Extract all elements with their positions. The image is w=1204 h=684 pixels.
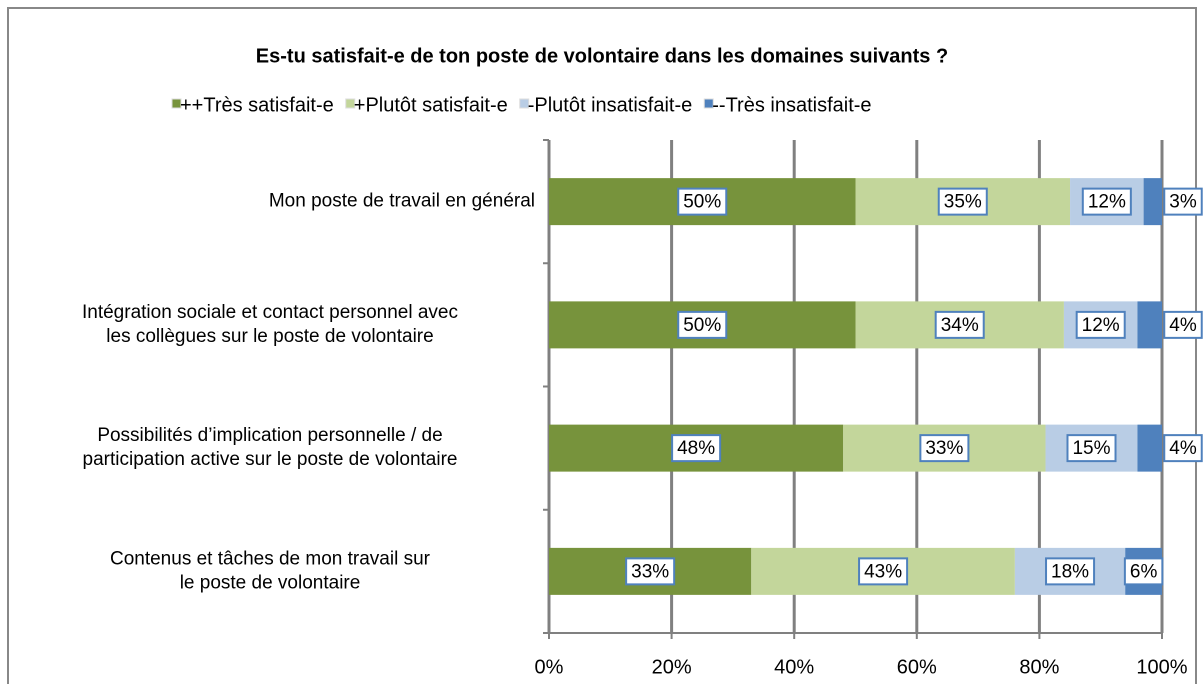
data-label-text: 4% <box>1169 315 1197 336</box>
legend-swatch <box>171 98 182 109</box>
data-label: 15% <box>1066 434 1117 463</box>
legend-swatch <box>703 98 714 109</box>
y-tick-label: Possibilités d’implication personnelle /… <box>83 425 458 470</box>
legend-label: +Plutôt satisfait-e <box>354 94 508 116</box>
legend-label: ++Très satisfait-e <box>180 94 334 116</box>
data-label-text: 50% <box>683 192 721 213</box>
data-label-text: 35% <box>944 192 982 213</box>
data-label-box <box>1163 310 1203 339</box>
x-tick-label: 0% <box>535 656 564 678</box>
legend-label: -Plutôt insatisfait-e <box>528 94 693 116</box>
bar-segment <box>1143 178 1162 226</box>
data-label-text: 18% <box>1051 561 1089 582</box>
data-label: 43% <box>858 557 909 586</box>
data-label-box <box>671 434 722 463</box>
data-label: 18% <box>1045 557 1096 586</box>
chart-title: Es-tu satisfait-e de ton poste de volont… <box>256 45 948 67</box>
data-label: 33% <box>625 557 676 586</box>
data-label-box <box>677 187 728 216</box>
data-label-box <box>677 310 728 339</box>
data-label-text: 6% <box>1130 561 1158 582</box>
data-label-text: 48% <box>677 438 715 459</box>
data-label: 3% <box>1163 187 1203 216</box>
data-label-text: 3% <box>1169 192 1197 213</box>
data-label-text: 33% <box>925 438 963 459</box>
bar-segment <box>1137 301 1162 349</box>
data-label: 34% <box>934 310 985 339</box>
data-label-box <box>1081 187 1132 216</box>
data-label-box <box>919 434 970 463</box>
data-label-text: 12% <box>1082 315 1120 336</box>
data-label-box <box>858 557 909 586</box>
data-label: 4% <box>1163 310 1203 339</box>
data-label: 4% <box>1163 434 1203 463</box>
data-label: 12% <box>1075 310 1126 339</box>
x-tick-label: 20% <box>652 656 692 678</box>
x-tick-label: 80% <box>1019 656 1059 678</box>
data-label-box <box>1045 557 1096 586</box>
data-label-box <box>625 557 676 586</box>
y-tick-label: Intégration sociale et contact personnel… <box>82 302 458 347</box>
x-tick-label: 100% <box>1136 656 1187 678</box>
x-tick-label: 40% <box>774 656 814 678</box>
legend-swatch <box>345 98 356 109</box>
x-tick-label: 60% <box>897 656 937 678</box>
data-label-box <box>1163 434 1203 463</box>
legend-label: --Très insatisfait-e <box>712 94 871 116</box>
bar-segment <box>1137 424 1162 472</box>
data-label: 50% <box>677 187 728 216</box>
y-tick-label: Mon poste de travail en général <box>269 191 535 212</box>
data-label-text: 43% <box>864 561 902 582</box>
data-label: 33% <box>919 434 970 463</box>
data-label-text: 34% <box>941 315 979 336</box>
data-label: 48% <box>671 434 722 463</box>
data-label-text: 50% <box>683 315 721 336</box>
data-label-box <box>1163 187 1203 216</box>
data-label-text: 15% <box>1072 438 1110 459</box>
data-label-box <box>1123 557 1164 586</box>
data-label: 12% <box>1081 187 1132 216</box>
data-label-box <box>1075 310 1126 339</box>
data-label: 6% <box>1123 557 1164 586</box>
data-label-box <box>934 310 985 339</box>
data-label: 35% <box>937 187 988 216</box>
data-label-text: 33% <box>631 561 669 582</box>
data-label: 50% <box>677 310 728 339</box>
legend-swatch <box>519 98 530 109</box>
data-label-box <box>937 187 988 216</box>
y-tick-label: Contenus et tâches de mon travail sur le … <box>110 548 431 593</box>
data-label-text: 4% <box>1169 438 1197 459</box>
data-label-box <box>1066 434 1117 463</box>
data-label-text: 12% <box>1088 192 1126 213</box>
